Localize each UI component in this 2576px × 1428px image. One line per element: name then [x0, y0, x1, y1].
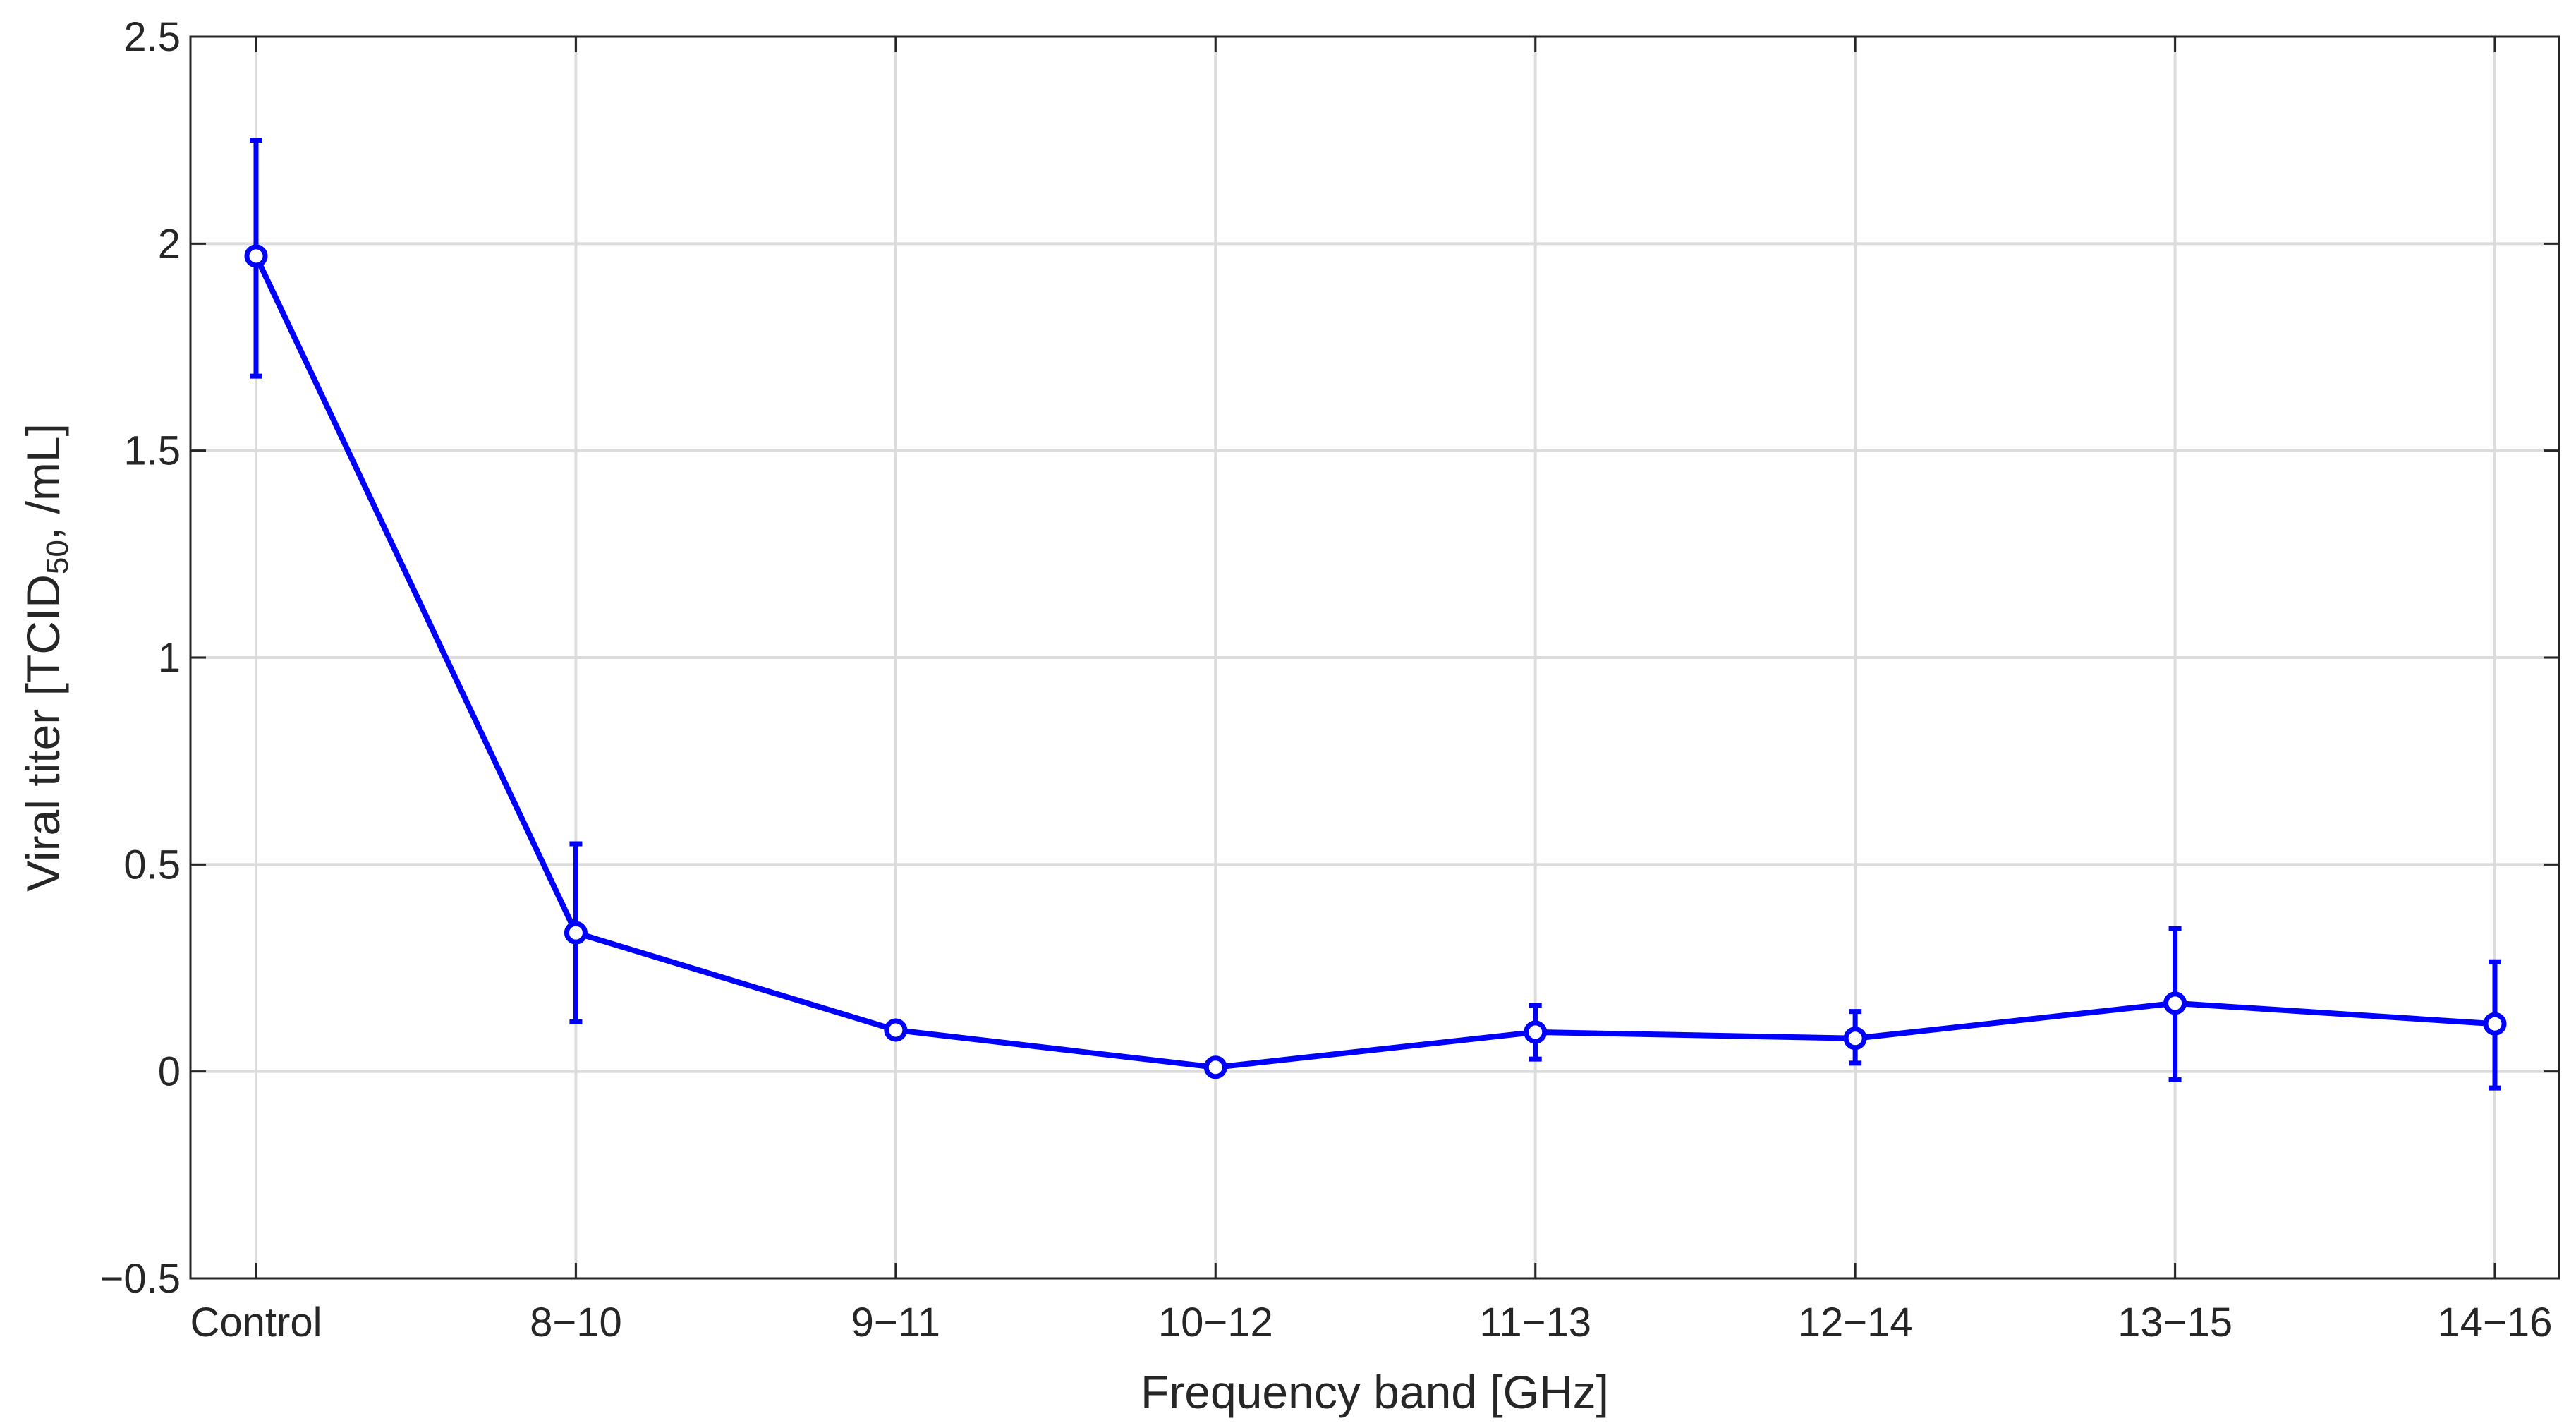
data-point [2483, 1012, 2507, 1036]
data-point [1843, 1027, 1867, 1051]
y-tick-label: −0.5 [100, 1256, 181, 1302]
y-tick-label: 1.5 [123, 428, 181, 474]
y-axis: −0.5 0 0.5 1 1.5 2 2.5 [100, 14, 2559, 1302]
x-tick-label: 12−14 [1798, 1300, 1913, 1345]
series [244, 138, 2507, 1091]
data-point [884, 1018, 908, 1042]
series-line [253, 255, 2496, 1070]
x-tick-label: Control [190, 1300, 322, 1345]
x-tick-label: 8−10 [530, 1300, 622, 1345]
x-tick-label: 11−13 [1479, 1300, 1591, 1345]
y-axis-title-subscript: 50 [40, 540, 75, 574]
y-axis-title: Viral titer [TCID50, /mL] [17, 423, 75, 892]
data-point [1524, 1020, 1548, 1044]
y-axis-title-end: , /mL] [17, 423, 69, 540]
y-tick-label: 0 [158, 1049, 181, 1095]
x-tick-label: 13−15 [2118, 1300, 2232, 1345]
y-tick-label: 1 [158, 635, 181, 681]
data-point [1203, 1055, 1227, 1079]
x-tick-label: 14−16 [2438, 1300, 2553, 1345]
data-point [244, 244, 268, 268]
y-axis-title-main: Viral titer [TCID [17, 574, 69, 892]
y-tick-label: 0.5 [123, 842, 181, 888]
y-tick-label: 2.5 [123, 14, 181, 60]
y-tick-label: 2 [158, 221, 181, 267]
x-tick-label: 10−12 [1158, 1300, 1273, 1345]
x-tick-label: 9−11 [851, 1300, 940, 1345]
data-point [2163, 991, 2187, 1015]
x-axis-title: Frequency band [GHz] [1141, 1366, 1609, 1418]
grid [190, 37, 2559, 1278]
x-axis: Control 8−10 9−11 10−12 11−13 12−14 13−15 14−16 [190, 37, 2553, 1345]
data-point [564, 921, 588, 945]
